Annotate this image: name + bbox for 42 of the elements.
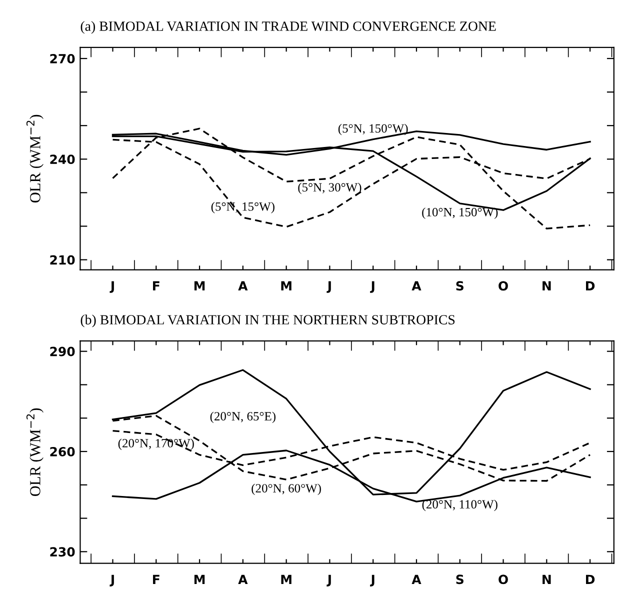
x-tick-label: A [412,281,422,290]
chart-title: (b) BIMODAL VARIATION IN THE NORTHERN SUBTROPICS [80,314,455,328]
y-tick-label: 230 [50,547,75,557]
x-tick-label: J [110,574,114,586]
x-tick-label: A [238,281,248,290]
x-tick-label: O [498,574,508,584]
x-tick-label: N [542,574,551,584]
x-tick-label: D [586,281,595,290]
x-tick-label: N [542,281,551,290]
x-tick-label: M [281,281,292,290]
x-tick-label: D [586,574,595,584]
y-tick-label: 270 [50,54,75,64]
x-tick-label: J [370,574,374,586]
x-tick-label: S [456,281,464,291]
x-tick-label: J [326,574,331,586]
series-label: (5°N, 150°W) [338,124,408,136]
x-tick-label: J [326,281,331,293]
x-tick-label: A [238,574,248,584]
x-tick-label: M [194,574,205,584]
x-tick-label: S [456,574,464,584]
series-label: (10°N, 150°W) [422,208,498,219]
y-tick-label: 210 [50,255,75,265]
x-tick-label: A [412,574,422,584]
y-axis-title: OLR (WM$^{−2}$) [26,408,44,496]
series-label: (20°N, 110°W) [422,500,498,512]
series-label: (20°N, 65°E) [210,412,276,424]
series-label: (5°N, 30°W) [298,182,362,194]
x-tick-label: F [153,574,160,584]
x-tick-label: M [281,574,292,584]
x-tick-label: O [498,281,508,291]
series-label: (20°N, 60°W) [252,484,321,496]
series-label: (5°N, 15°W) [211,202,274,214]
x-tick-label: M [194,281,205,290]
y-tick-label: 290 [50,346,75,356]
y-tick-label: 240 [50,154,75,164]
y-tick-label: 260 [50,446,75,456]
x-tick-label: J [110,281,114,293]
x-tick-label: J [370,281,374,293]
y-axis-title: OLR (WM$^{−2}$) [26,114,44,202]
chart-title: (a) BIMODAL VARIATION IN TRADE WIND CONVERGENCE ZONE [80,21,496,34]
series-label: (20°N, 170°W) [118,438,194,450]
x-tick-label: F [153,281,160,290]
